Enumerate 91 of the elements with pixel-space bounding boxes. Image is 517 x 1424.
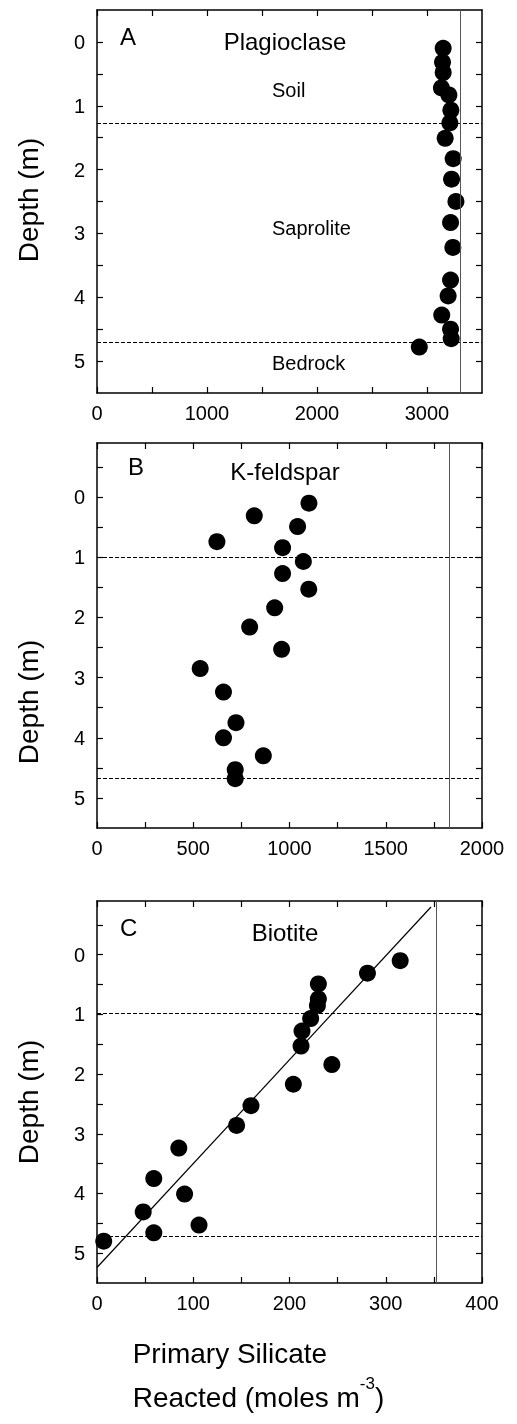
point <box>323 1056 341 1074</box>
y-tick-label: 0 <box>73 486 85 509</box>
point <box>434 64 452 82</box>
y-axis-title: Depth (m) <box>12 1039 44 1165</box>
point <box>170 1139 188 1157</box>
point <box>440 86 458 104</box>
point <box>274 539 292 557</box>
y-tick-label: 0 <box>73 943 85 966</box>
annotation: Saprolite <box>272 217 351 239</box>
point <box>227 714 245 732</box>
point <box>293 1022 311 1040</box>
y-tick-label: 2 <box>73 606 85 629</box>
y-tick-label: 4 <box>73 286 85 309</box>
annotation: A <box>120 22 137 50</box>
point <box>208 533 226 551</box>
point <box>447 193 465 210</box>
y-tick-label: 3 <box>73 222 85 245</box>
y-tick-label: 1 <box>73 546 85 569</box>
y-tick-label: 5 <box>73 786 85 809</box>
point <box>442 214 460 232</box>
y-tick-label: 4 <box>73 1182 85 1205</box>
y-tick-label: 3 <box>73 666 85 689</box>
point <box>241 618 259 636</box>
y-axis-title: Depth (m) <box>12 137 44 263</box>
point <box>410 338 428 356</box>
point <box>434 39 452 57</box>
y-tick-label: 3 <box>73 1122 85 1145</box>
annotation: Bedrock <box>272 352 347 374</box>
point <box>284 1075 302 1093</box>
point <box>436 129 454 147</box>
point <box>242 1097 260 1115</box>
text: Plagioclase <box>223 27 347 55</box>
point <box>289 518 307 536</box>
x-tick-label: 0 <box>91 1292 103 1314</box>
point <box>300 580 318 598</box>
annotation: B <box>128 452 145 480</box>
point <box>214 729 232 747</box>
point <box>134 1203 152 1221</box>
y-tick-label: 0 <box>73 30 85 53</box>
point <box>441 114 459 132</box>
x-tick-label: 0 <box>91 402 103 424</box>
y-tick-label: 1 <box>73 94 85 117</box>
point <box>145 1170 163 1188</box>
point <box>391 952 409 970</box>
point <box>442 271 460 289</box>
y-tick-label: 5 <box>73 350 85 373</box>
annotation: Soil <box>272 79 306 101</box>
point <box>443 170 461 188</box>
y-tick-label: 4 <box>73 726 85 749</box>
x-tick-label: 500 <box>176 837 210 859</box>
annotation: C <box>119 913 138 941</box>
x-tick-label: 300 <box>369 1292 403 1314</box>
point <box>95 1232 113 1250</box>
point <box>191 660 209 678</box>
point <box>444 150 462 168</box>
point <box>214 683 232 701</box>
point <box>444 238 462 256</box>
x-tick-label: 2000 <box>294 402 340 424</box>
y-tick-label: 2 <box>73 1063 85 1086</box>
point <box>300 494 318 512</box>
point <box>439 287 457 305</box>
y-axis-title: Depth (m) <box>12 639 44 765</box>
point <box>273 640 291 658</box>
point <box>254 747 272 765</box>
x-tick-label: 1000 <box>184 402 230 424</box>
x-tick-label: 3000 <box>404 402 450 424</box>
x-tick-label: 1000 <box>267 837 312 859</box>
point <box>292 1037 310 1055</box>
point <box>358 964 376 982</box>
point <box>190 1216 208 1234</box>
point <box>176 1185 194 1203</box>
text: Biotite <box>251 918 319 946</box>
x-tick-label: 200 <box>272 1292 307 1314</box>
x-tick-label: 400 <box>465 1292 499 1314</box>
y-tick-label: 2 <box>73 158 85 181</box>
point <box>266 599 284 617</box>
x-tick-label: 100 <box>176 1292 210 1314</box>
point <box>228 1116 246 1134</box>
point <box>274 565 292 583</box>
x-tick-label: 2000 <box>459 837 505 859</box>
point <box>294 553 312 570</box>
text: K-feldspar <box>230 457 340 485</box>
point <box>145 1224 163 1242</box>
point <box>245 507 263 525</box>
point <box>302 1010 320 1028</box>
point <box>433 306 451 324</box>
x-tick-label: 1500 <box>363 837 408 859</box>
point <box>309 975 327 993</box>
y-tick-label: 1 <box>73 1003 85 1026</box>
y-tick-label: 5 <box>73 1242 85 1265</box>
x-tick-label: 0 <box>91 837 103 859</box>
